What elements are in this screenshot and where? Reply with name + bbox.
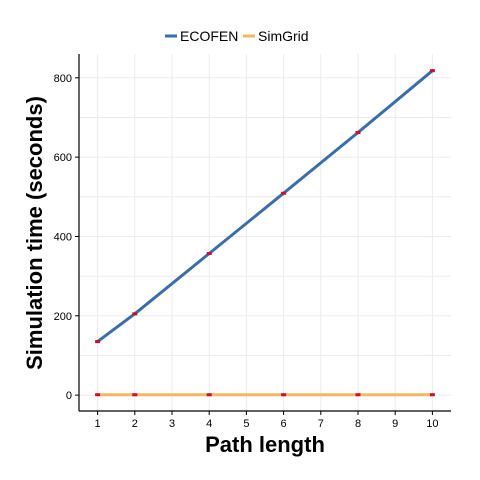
y-tick-label: 400	[54, 231, 72, 243]
data-points	[95, 69, 435, 397]
legend-label-ecofen: ECOFEN	[180, 28, 238, 44]
data-point-ecofen	[206, 252, 212, 256]
data-point-ecofen	[429, 69, 435, 73]
data-point-simgrid	[355, 393, 361, 397]
y-tick-label: 600	[54, 152, 72, 164]
x-tick-label: 5	[243, 418, 249, 430]
x-tick-label: 7	[318, 418, 324, 430]
y-tick-label: 200	[54, 311, 72, 323]
y-tick-label: 0	[66, 390, 72, 402]
data-point-simgrid	[429, 393, 435, 397]
data-point-simgrid	[281, 393, 287, 397]
data-point-simgrid	[132, 393, 138, 397]
x-tick-label: 2	[132, 418, 138, 430]
series-line-ecofen	[96, 69, 434, 344]
data-point-simgrid	[206, 393, 212, 397]
data-point-ecofen	[355, 131, 361, 135]
series-lines	[96, 69, 434, 397]
data-point-ecofen	[281, 191, 287, 195]
legend-item-simgrid: SimGrid	[243, 28, 309, 44]
data-point-simgrid	[95, 393, 101, 397]
data-point-ecofen	[95, 340, 101, 344]
y-axis-title: Simulation time (seconds)	[22, 96, 47, 370]
x-tick-label: 9	[392, 418, 398, 430]
x-tick-label: 1	[95, 418, 101, 430]
legend-label-simgrid: SimGrid	[258, 28, 309, 44]
x-tick-label: 10	[426, 418, 438, 430]
data-point-ecofen	[132, 312, 138, 316]
x-tick-label: 6	[281, 418, 287, 430]
axes: 0 200 400 600 800 1 2 3 4 5 6 7 8 9 10	[54, 54, 451, 430]
grid	[79, 54, 451, 411]
x-tick-label: 8	[355, 418, 361, 430]
legend-item-ecofen: ECOFEN	[165, 28, 238, 44]
x-tick-label: 4	[206, 418, 212, 430]
x-tick-label: 3	[169, 418, 175, 430]
x-axis-title: Path length	[205, 432, 325, 457]
y-tick-label: 800	[54, 73, 72, 85]
legend: ECOFEN SimGrid	[165, 28, 309, 44]
